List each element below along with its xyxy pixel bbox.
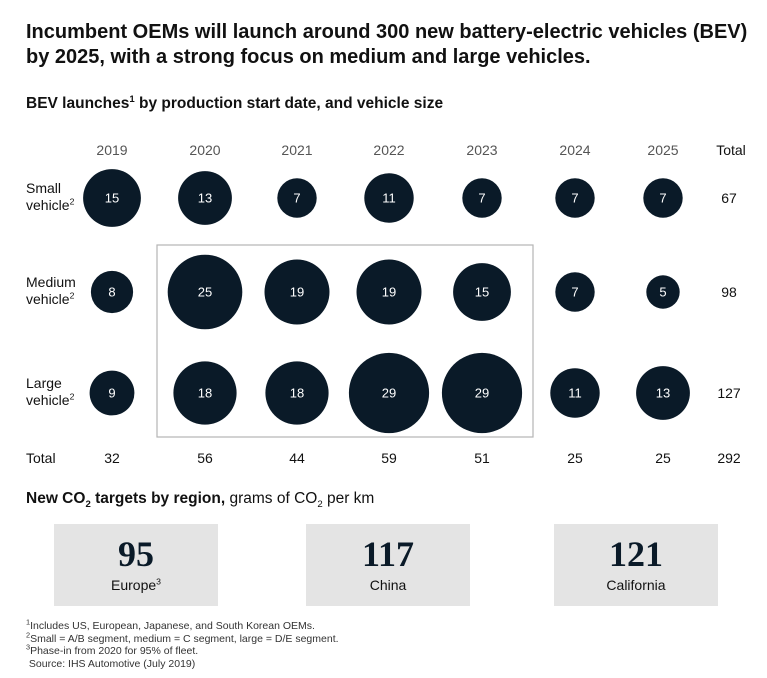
row-total: 67 [721, 190, 737, 206]
footnote: 2Small = A/B segment, medium = C segment… [26, 630, 339, 645]
row-total: 127 [717, 385, 741, 401]
footnotes: 1Includes US, European, Japanese, and So… [26, 617, 339, 670]
bubble-value: 25 [198, 285, 212, 300]
column-total: 32 [104, 450, 120, 466]
bubble-small-2025 [643, 178, 683, 218]
bubble-large-2023 [441, 352, 523, 434]
bubble-large-2025 [636, 366, 690, 420]
region-label: California [606, 577, 666, 593]
bubble-value: 7 [571, 285, 578, 300]
bubble-medium-2024 [555, 272, 595, 312]
bubble-large-2024 [550, 368, 600, 418]
bubble-value: 29 [475, 386, 489, 401]
bubble-value: 9 [108, 386, 115, 401]
region-value: 117 [361, 534, 414, 574]
footnote: Source: IHS Automotive (July 2019) [28, 657, 196, 670]
bubble-value: 7 [478, 191, 485, 206]
co2-title: New CO2 targets by region, grams of CO2 … [26, 490, 375, 511]
bubble-small-2023 [462, 178, 502, 218]
column-header-2021: 2021 [281, 142, 312, 158]
bubble-large-2021 [265, 361, 329, 425]
bubble-medium-2021 [264, 259, 330, 325]
bubble-small-2022 [364, 173, 414, 223]
bubble-value: 11 [382, 191, 396, 206]
column-header-2025: 2025 [647, 142, 678, 158]
bubble-medium-2020 [167, 254, 243, 330]
column-header-total: Total [716, 142, 746, 158]
page-title: Incumbent OEMs will launch around 300 ne… [26, 21, 748, 68]
column-total: 44 [289, 450, 305, 466]
row-total: 98 [721, 284, 737, 300]
bubble-value: 7 [293, 191, 300, 206]
region-value: 95 [118, 534, 154, 574]
bubble-value: 13 [656, 386, 670, 401]
bubble-value: 11 [568, 386, 582, 401]
bubble-medium-2019 [90, 270, 134, 314]
highlight-frame [156, 244, 534, 438]
footnote: 1Includes US, European, Japanese, and So… [26, 617, 315, 632]
bubble-small-2024 [555, 178, 595, 218]
bubble-value: 7 [659, 191, 666, 206]
co2-title-bold: New CO2 targets by region, [26, 490, 226, 511]
bubble-value: 15 [475, 285, 489, 300]
bubble-medium-2022 [356, 259, 422, 325]
bubble-small-2020 [178, 171, 232, 225]
bubble-value: 13 [198, 191, 212, 206]
bubble-value: 19 [290, 285, 304, 300]
bubble-large-2020 [173, 361, 237, 425]
bubble-value: 18 [290, 386, 304, 401]
region-box-china: 117 China [306, 524, 470, 606]
bubble-value: 18 [198, 386, 212, 401]
subtitle-rest: by production start date, and vehicle si… [134, 95, 444, 112]
column-header-2023: 2023 [466, 142, 497, 158]
row-label-medium: Medium vehicle2 [26, 274, 76, 307]
bubble-value: 7 [571, 191, 578, 206]
chart-subtitle: BEV launches1 by production start date, … [26, 95, 626, 113]
bubble-medium-2023 [453, 263, 511, 321]
bubble-value: 15 [105, 191, 119, 206]
region-value: 121 [609, 534, 663, 574]
column-total: 56 [197, 450, 213, 466]
column-total: 25 [567, 450, 583, 466]
column-header-2020: 2020 [189, 142, 220, 158]
column-total: 51 [474, 450, 490, 466]
column-total: 59 [381, 450, 397, 466]
footnote: 3Phase-in from 2020 for 95% of fleet. [26, 642, 199, 657]
bubble-large-2022 [348, 352, 430, 434]
subtitle-text: BEV launches [26, 95, 130, 112]
region-box-california: 121 California [554, 524, 718, 606]
bubble-medium-2025 [646, 275, 680, 309]
grand-total: 292 [717, 450, 741, 466]
bubble-value: 8 [108, 285, 115, 300]
region-label: China [369, 577, 407, 593]
column-total: 25 [655, 450, 671, 466]
row-label-large: Large vehicle2 [26, 375, 75, 408]
row-label-small: Small vehicle2 [26, 180, 75, 213]
co2-title-rest: grams of CO2 per km [225, 490, 375, 511]
column-header-2024: 2024 [559, 142, 590, 158]
bubble-value: 19 [382, 285, 396, 300]
subtitle-footnote-marker: 1 [129, 93, 135, 105]
region-label: Europe3 [111, 576, 161, 593]
bubble-large-2019 [89, 370, 135, 416]
bubble-chart: 2019 2020 2021 2022 2023 2024 2025 Total 15 13 7 11… [26, 142, 746, 466]
totals-row-label: Total [26, 450, 56, 466]
column-header-2019: 2019 [96, 142, 127, 158]
column-header-2022: 2022 [373, 142, 404, 158]
bubble-value: 5 [659, 285, 666, 300]
bubble-value: 29 [382, 386, 396, 401]
bubble-small-2019 [83, 169, 141, 227]
region-box-europe: 95 Europe3 [54, 524, 218, 606]
bubble-small-2021 [277, 178, 317, 218]
